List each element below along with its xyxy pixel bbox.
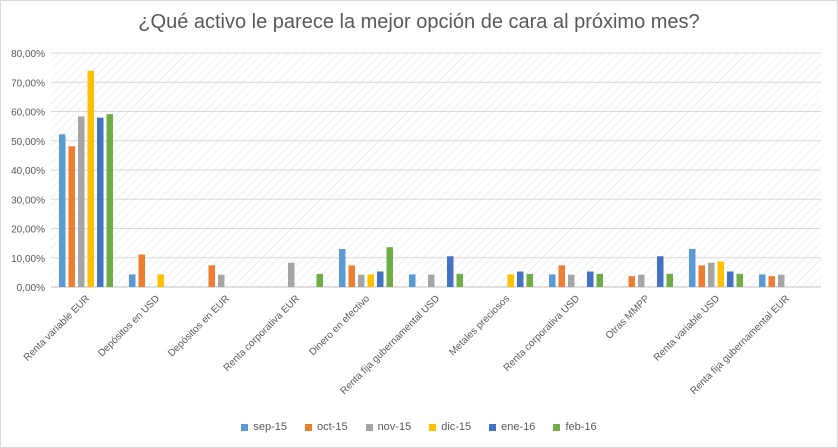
bar-sep-15-5 — [409, 274, 416, 287]
bar-feb-16-0 — [106, 114, 113, 287]
bar-sep-15-9 — [689, 248, 696, 287]
x-tick-label: Otras MMPP — [604, 293, 652, 341]
legend-label: sep-15 — [253, 421, 287, 433]
bar-oct-15-1 — [138, 254, 145, 287]
bar-sep-15-7 — [549, 274, 556, 287]
y-tick-label: 50,00% — [11, 137, 45, 148]
bar-oct-15-9 — [698, 265, 705, 287]
x-tick-label: Renta variable USD — [652, 293, 722, 363]
y-axis-ticks: 0,00% 10,00% 20,00% 30,00% 40,00% 50,00% 60,00… — [11, 49, 45, 294]
legend-item: oct-15 — [304, 421, 348, 433]
bar-feb-16-4 — [386, 247, 393, 287]
bar-feb-16-5 — [456, 273, 463, 287]
bar-ene-16-7 — [587, 271, 594, 287]
y-tick-label: 0,00% — [17, 283, 45, 294]
chart-title: ¿Qué activo le parece la mejor opción de… — [138, 11, 700, 33]
legend-label: dic-15 — [441, 421, 472, 433]
bar-ene-16-5 — [447, 256, 454, 287]
x-axis-ticks: Renta variable EUR Depósitos en USD Depósi… — [22, 293, 792, 397]
bar-ene-16-9 — [727, 271, 734, 287]
bar-ene-16-0 — [97, 117, 104, 287]
bar-nov-15-5 — [428, 274, 435, 287]
bar-oct-15-10 — [768, 276, 775, 287]
legend-swatch — [241, 423, 249, 431]
bar-feb-16-8 — [666, 273, 673, 287]
bar-feb-16-3 — [316, 273, 323, 287]
bar-feb-16-9 — [736, 273, 743, 287]
y-tick-label: 70,00% — [11, 78, 45, 89]
x-tick-label: Metales preciosos — [447, 293, 512, 358]
bar-sep-15-4 — [339, 248, 346, 287]
bar-ene-16-8 — [657, 256, 664, 287]
bar-ene-16-4 — [377, 271, 384, 287]
bar-nov-15-4 — [358, 274, 365, 287]
legend-swatch — [489, 423, 497, 431]
y-tick-label: 60,00% — [11, 108, 45, 119]
bar-dic-15-9 — [717, 261, 724, 287]
bar-nov-15-0 — [78, 116, 85, 287]
bar-sep-15-10 — [759, 274, 766, 287]
bar-sep-15-0 — [59, 134, 66, 287]
bar-oct-15-7 — [558, 265, 565, 287]
bar-oct-15-4 — [348, 265, 355, 287]
legend-label: feb-16 — [565, 421, 597, 433]
legend-label: ene-16 — [501, 421, 536, 433]
bar-dic-15-6 — [507, 274, 514, 287]
y-tick-label: 30,00% — [11, 195, 45, 206]
bar-ene-16-6 — [517, 271, 524, 287]
bar-nov-15-8 — [638, 274, 645, 287]
bar-dic-15-4 — [367, 274, 374, 287]
y-tick-label: 80,00% — [11, 49, 45, 60]
bar-oct-15-8 — [628, 276, 635, 287]
x-tick-label: Renta corporativa USD — [502, 293, 582, 373]
bar-oct-15-2 — [208, 265, 215, 287]
bars — [59, 70, 785, 287]
x-tick-label: Renta variable EUR — [22, 293, 92, 363]
legend-item: sep-15 — [241, 421, 287, 433]
legend-item: ene-16 — [489, 421, 535, 433]
bar-dic-15-0 — [87, 70, 94, 287]
y-tick-label: 20,00% — [11, 225, 45, 236]
x-tick-label: Dinero en efectivo — [307, 293, 372, 358]
legend-label: nov-15 — [377, 421, 412, 433]
y-tick-label: 10,00% — [11, 254, 45, 265]
y-tick-label: 40,00% — [11, 166, 45, 177]
legend-swatch — [553, 423, 561, 431]
legend-swatch — [429, 423, 437, 431]
bar-nov-15-2 — [218, 274, 225, 287]
bar-sep-15-1 — [129, 274, 136, 287]
bar-nov-15-7 — [568, 274, 575, 287]
x-tick-label: Depósitos en USD — [96, 293, 162, 359]
legend-swatch — [304, 423, 312, 431]
bar-feb-16-7 — [596, 273, 603, 287]
legend-item: nov-15 — [365, 421, 412, 433]
legend-item: dic-15 — [429, 421, 471, 433]
legend-label: oct-15 — [316, 421, 348, 433]
bar-feb-16-6 — [526, 273, 533, 287]
bar-nov-15-10 — [778, 274, 785, 287]
legend: sep-15 oct-15 nov-15 dic-15 ene-16 feb-16 — [1, 421, 837, 433]
x-tick-label: Renta corporativa EUR — [222, 293, 302, 373]
legend-swatch — [365, 423, 373, 431]
bar-nov-15-9 — [708, 262, 715, 287]
bar-oct-15-0 — [68, 146, 75, 287]
bar-nov-15-3 — [288, 262, 295, 287]
legend-item: feb-16 — [553, 421, 597, 433]
x-tick-label: Depósitos en EUR — [166, 293, 232, 359]
bar-dic-15-1 — [157, 274, 164, 287]
